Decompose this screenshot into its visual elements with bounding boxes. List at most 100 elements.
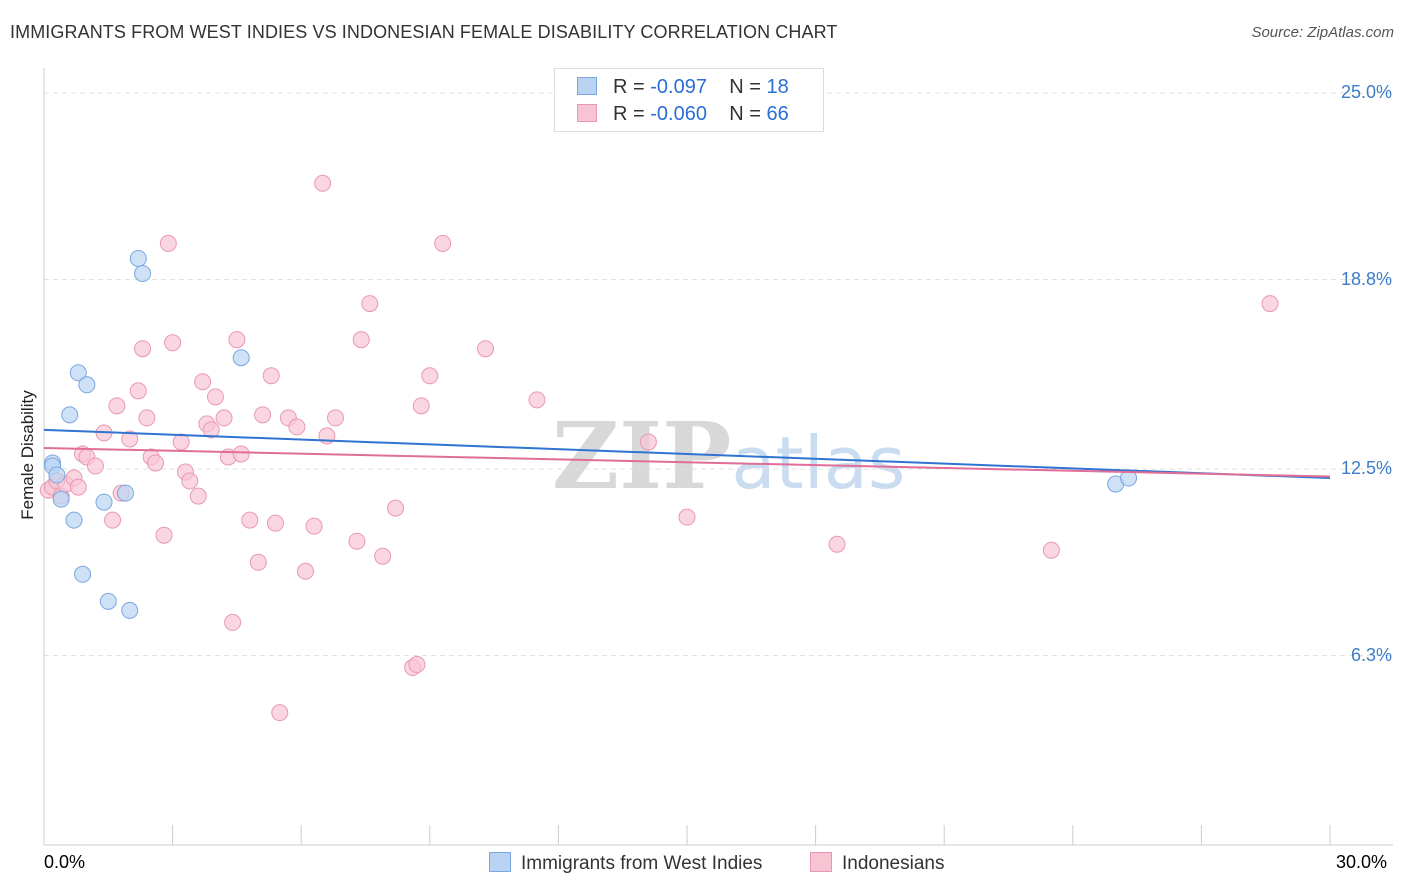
point-west-indies [121, 601, 139, 619]
point-west-indies [48, 466, 66, 484]
legend-item-west-indies[interactable]: Immigrants from West Indies [489, 852, 762, 875]
point-indonesians [305, 517, 323, 535]
point-indonesians [138, 409, 156, 427]
legend-n-label: N = [729, 103, 761, 125]
point-indonesians [146, 454, 164, 472]
point-indonesians [352, 331, 370, 349]
point-indonesians [86, 457, 104, 475]
legend-n-value: 66 [766, 103, 789, 125]
data-points [39, 174, 1279, 722]
point-indonesians [266, 514, 284, 532]
point-indonesians [254, 406, 272, 424]
point-indonesians [326, 409, 344, 427]
point-indonesians [477, 340, 495, 358]
legend-swatch-blue [577, 77, 597, 95]
point-indonesians [288, 418, 306, 436]
watermark: ZIPatlas [552, 402, 905, 510]
point-indonesians [129, 382, 147, 400]
legend-swatch-blue [489, 852, 511, 872]
point-indonesians [202, 421, 220, 439]
source-label: Source: ZipAtlas.com [1251, 24, 1394, 41]
point-west-indies [99, 592, 117, 610]
legend-label-indonesians: Indonesians [842, 853, 945, 874]
point-indonesians [434, 234, 452, 252]
point-indonesians [678, 508, 696, 526]
x-tick-label-min: 0.0% [44, 852, 86, 872]
point-indonesians [159, 234, 177, 252]
point-indonesians [639, 433, 657, 451]
legend-row-indonesians: R = -0.060 N = 66 [577, 103, 789, 126]
point-west-indies [74, 565, 92, 583]
point-indonesians [164, 334, 182, 352]
point-indonesians [421, 367, 439, 385]
x-tick-label-max: 30.0% [1336, 852, 1388, 872]
point-indonesians [189, 487, 207, 505]
y-tick-label: 12.5% [1340, 458, 1392, 479]
point-indonesians [387, 499, 405, 517]
y-axis-label: Female Disability [18, 390, 37, 520]
legend-swatch-pink [810, 852, 832, 872]
point-indonesians [241, 511, 259, 529]
legend-n-value: 18 [766, 76, 789, 98]
trend-line-indonesians [43, 446, 1331, 478]
point-indonesians [232, 445, 250, 463]
y-tick-label: 25.0% [1340, 82, 1392, 103]
point-west-indies [116, 484, 134, 502]
legend-r-value: -0.097 [650, 76, 707, 98]
legend-r-label: R = [613, 76, 645, 98]
point-indonesians [528, 391, 546, 409]
point-indonesians [224, 613, 242, 631]
legend-r-value: -0.060 [650, 103, 707, 125]
point-indonesians [408, 656, 426, 674]
point-west-indies [232, 349, 250, 367]
point-indonesians [172, 433, 190, 451]
point-west-indies [95, 493, 113, 511]
watermark-zip: ZIP [552, 402, 732, 510]
legend-n-label: N = [729, 76, 761, 98]
point-indonesians [121, 430, 139, 448]
point-indonesians [194, 373, 212, 391]
point-indonesians [134, 340, 152, 358]
point-indonesians [215, 409, 233, 427]
legend-swatch-pink [577, 104, 597, 122]
stats-legend: R = -0.097 N = 18 R = -0.060 N = 66 [554, 68, 824, 132]
legend-r-label: R = [613, 103, 645, 125]
point-indonesians [348, 532, 366, 550]
point-indonesians [361, 295, 379, 313]
point-west-indies [52, 490, 70, 508]
y-tick-label: 18.8% [1340, 268, 1392, 289]
point-indonesians [296, 562, 314, 580]
point-indonesians [104, 511, 122, 529]
point-west-indies [129, 249, 147, 267]
trend-line-west-indies [43, 428, 1331, 480]
legend-row-west-indies: R = -0.097 N = 18 [577, 76, 789, 99]
point-indonesians [374, 547, 392, 565]
point-indonesians [412, 397, 430, 415]
point-indonesians [155, 526, 173, 544]
legend-item-indonesians[interactable]: Indonesians [810, 852, 944, 875]
point-indonesians [262, 367, 280, 385]
point-west-indies [134, 265, 152, 283]
point-indonesians [181, 472, 199, 490]
point-indonesians [271, 704, 289, 722]
point-indonesians [108, 397, 126, 415]
point-indonesians [206, 388, 224, 406]
point-indonesians [1261, 295, 1279, 313]
axes [43, 68, 1393, 846]
grid-lines [44, 92, 1393, 657]
point-indonesians [228, 331, 246, 349]
point-indonesians [828, 535, 846, 553]
point-west-indies [61, 406, 79, 424]
point-indonesians [1042, 541, 1060, 559]
point-west-indies [78, 376, 96, 394]
point-west-indies [65, 511, 83, 529]
point-indonesians [249, 553, 267, 571]
y-tick-label: 6.3% [1350, 644, 1392, 665]
point-indonesians [69, 478, 87, 496]
chart-title: IMMIGRANTS FROM WEST INDIES VS INDONESIA… [10, 22, 838, 42]
trend-lines [43, 428, 1331, 480]
point-west-indies [69, 364, 87, 382]
point-indonesians [314, 174, 332, 192]
legend-label-west-indies: Immigrants from West Indies [521, 853, 763, 874]
